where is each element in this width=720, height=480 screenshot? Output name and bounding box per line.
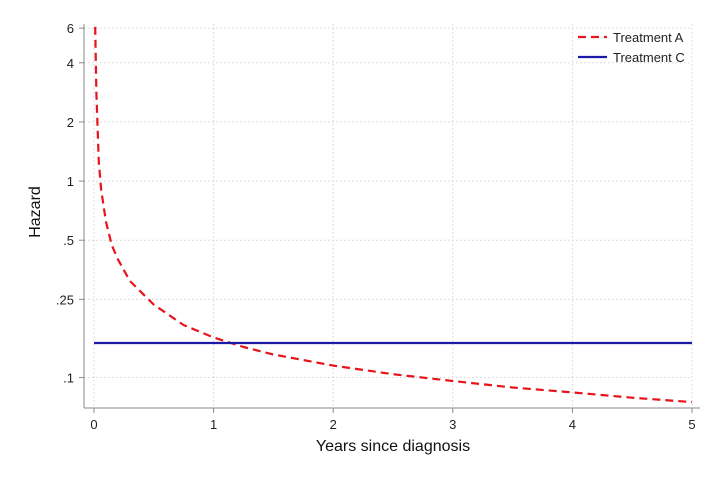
x-ticks: 0 1 2 3 4 5	[90, 408, 696, 432]
legend: Treatment A Treatment C	[578, 30, 685, 65]
x-tick-label: 2	[330, 417, 337, 432]
y-tick-label: .5	[63, 233, 74, 248]
y-tick-label: .1	[63, 371, 74, 386]
series-lines	[94, 26, 693, 404]
x-tick-label: 5	[688, 417, 695, 432]
axes	[83, 24, 700, 409]
y-tick-label: 1	[67, 174, 74, 189]
y-ticks: .1 .25 .5 1 2 4 6	[56, 21, 84, 386]
legend-label-treatment-c: Treatment C	[613, 50, 685, 65]
y-tick-label: 6	[67, 21, 74, 36]
y-tick-label: 4	[67, 56, 74, 71]
x-tick-label: 1	[210, 417, 217, 432]
y-tick-label: .25	[56, 292, 74, 307]
x-tick-label: 4	[569, 417, 576, 432]
legend-label-treatment-a: Treatment A	[613, 30, 684, 45]
x-axis-title: Years since diagnosis	[316, 438, 470, 455]
y-tick-label: 2	[67, 115, 74, 130]
x-tick-label: 3	[449, 417, 456, 432]
grid	[84, 24, 693, 408]
series-line-treatment-a	[94, 26, 693, 404]
x-tick-label: 0	[90, 417, 97, 432]
y-axis-title: Hazard	[27, 186, 44, 238]
